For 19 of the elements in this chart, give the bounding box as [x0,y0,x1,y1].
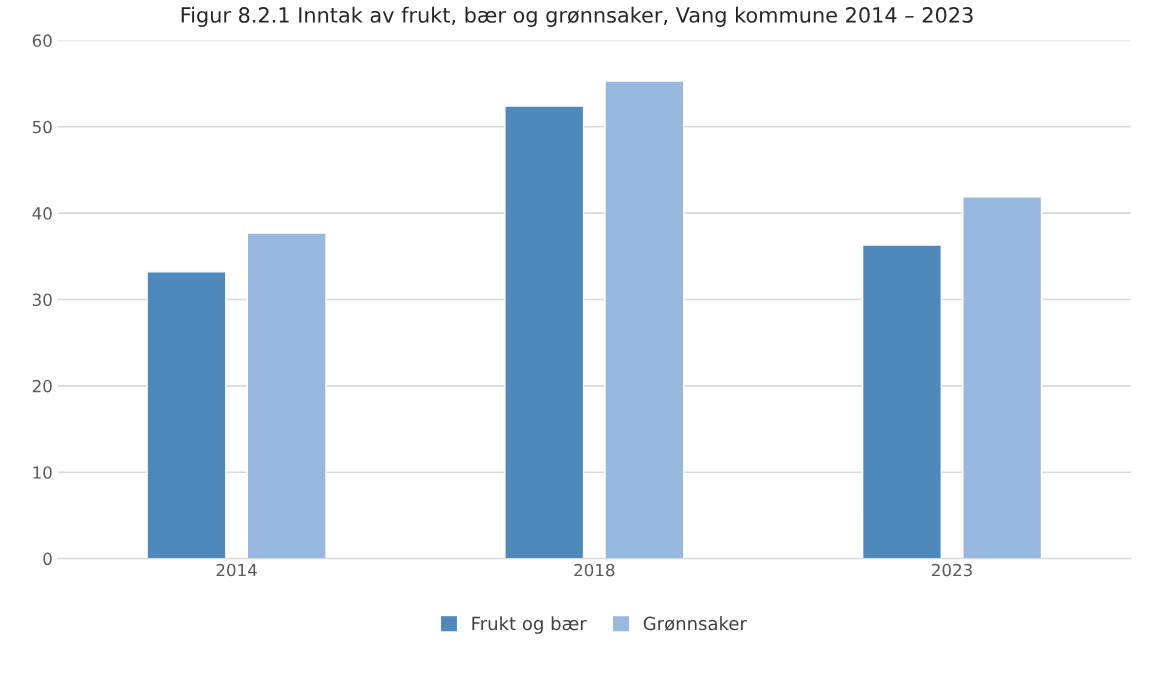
y-tick-label: 50 [32,120,52,134]
legend-label: Grønnsaker [643,616,747,631]
y-tick-label: 20 [32,379,52,393]
bar [861,244,943,559]
y-tick-label: 0 [43,552,52,566]
y-tick-label: 30 [32,293,52,307]
bar [246,232,327,559]
bar [146,271,227,559]
x-tick-label: 2014 [216,563,257,577]
bar [504,105,585,559]
x-tick-label: 2018 [574,563,615,577]
bar [962,196,1043,559]
chart-title: Figur 8.2.1 Inntak av frukt, bær og grønnsaker, Vang kommune 2014 – 2023 [181,6,973,27]
y-tick-label: 60 [32,34,52,47]
y-tick-label: 40 [32,207,52,220]
legend-label: Frukt og bær [472,616,587,634]
bar [604,80,685,559]
x-tick-label: 2023 [932,563,972,577]
y-tick-label: 10 [33,466,52,479]
